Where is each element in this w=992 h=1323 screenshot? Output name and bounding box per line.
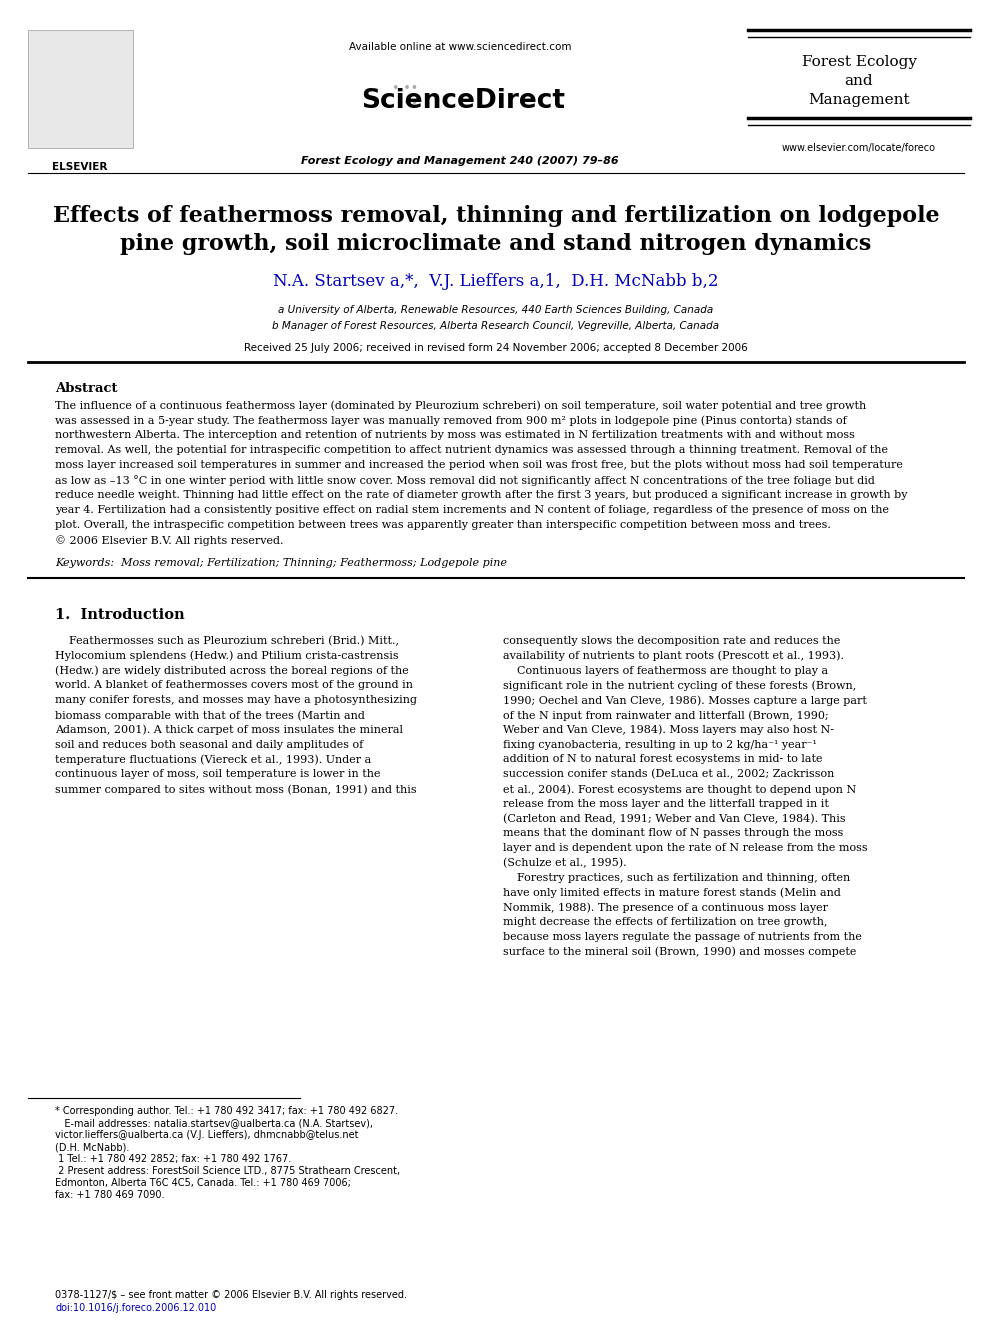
Text: summer compared to sites without moss (Bonan, 1991) and this: summer compared to sites without moss (B… — [55, 785, 417, 795]
Text: E-mail addresses: natalia.startsev@ualberta.ca (N.A. Startsev),: E-mail addresses: natalia.startsev@ualbe… — [55, 1118, 373, 1129]
Text: surface to the mineral soil (Brown, 1990) and mosses compete: surface to the mineral soil (Brown, 1990… — [503, 947, 856, 958]
Text: succession conifer stands (DeLuca et al., 2002; Zackrisson: succession conifer stands (DeLuca et al.… — [503, 769, 834, 779]
Text: Received 25 July 2006; received in revised form 24 November 2006; accepted 8 Dec: Received 25 July 2006; received in revis… — [244, 343, 748, 353]
Text: fixing cyanobacteria, resulting in up to 2 kg/ha⁻¹ year⁻¹: fixing cyanobacteria, resulting in up to… — [503, 740, 816, 750]
Text: availability of nutrients to plant roots (Prescott et al., 1993).: availability of nutrients to plant roots… — [503, 651, 844, 662]
Bar — [28, 30, 133, 148]
Text: world. A blanket of feathermosses covers most of the ground in: world. A blanket of feathermosses covers… — [55, 680, 413, 691]
Text: addition of N to natural forest ecosystems in mid- to late: addition of N to natural forest ecosyste… — [503, 754, 822, 765]
Text: Keywords:  Moss removal; Fertilization; Thinning; Feathermoss; Lodgepole pine: Keywords: Moss removal; Fertilization; T… — [55, 558, 507, 568]
Text: Management: Management — [808, 93, 910, 107]
Text: Adamson, 2001). A thick carpet of moss insulates the mineral: Adamson, 2001). A thick carpet of moss i… — [55, 725, 403, 736]
Text: a University of Alberta, Renewable Resources, 440 Earth Sciences Building, Canad: a University of Alberta, Renewable Resou… — [279, 306, 713, 315]
Text: and: and — [844, 74, 873, 89]
Text: was assessed in a 5-year study. The feathermoss layer was manually removed from : was assessed in a 5-year study. The feat… — [55, 415, 847, 426]
Text: The influence of a continuous feathermoss layer (dominated by Pleurozium schrebe: The influence of a continuous feathermos… — [55, 400, 866, 410]
Text: soil and reduces both seasonal and daily amplitudes of: soil and reduces both seasonal and daily… — [55, 740, 363, 750]
Text: (Hedw.) are widely distributed across the boreal regions of the: (Hedw.) are widely distributed across th… — [55, 665, 409, 676]
Text: Hylocomium splendens (Hedw.) and Ptilium crista-castrensis: Hylocomium splendens (Hedw.) and Ptilium… — [55, 651, 399, 662]
Text: might decrease the effects of fertilization on tree growth,: might decrease the effects of fertilizat… — [503, 917, 827, 927]
Text: layer and is dependent upon the rate of N release from the moss: layer and is dependent upon the rate of … — [503, 843, 868, 853]
Text: consequently slows the decomposition rate and reduces the: consequently slows the decomposition rat… — [503, 636, 840, 646]
Text: (D.H. McNabb).: (D.H. McNabb). — [55, 1142, 129, 1152]
Text: biomass comparable with that of the trees (Martin and: biomass comparable with that of the tree… — [55, 710, 365, 721]
Text: Feathermosses such as Pleurozium schreberi (Brid.) Mitt.,: Feathermosses such as Pleurozium schrebe… — [55, 636, 399, 647]
Text: Available online at www.sciencedirect.com: Available online at www.sciencedirect.co… — [349, 42, 571, 52]
Text: of the N input from rainwater and litterfall (Brown, 1990;: of the N input from rainwater and litter… — [503, 710, 828, 721]
Text: Edmonton, Alberta T6C 4C5, Canada. Tel.: +1 780 469 7006;: Edmonton, Alberta T6C 4C5, Canada. Tel.:… — [55, 1177, 351, 1188]
Text: pine growth, soil microclimate and stand nitrogen dynamics: pine growth, soil microclimate and stand… — [120, 233, 872, 255]
Text: victor.lieffers@ualberta.ca (V.J. Lieffers), dhmcnabb@telus.net: victor.lieffers@ualberta.ca (V.J. Lieffe… — [55, 1130, 358, 1140]
Text: removal. As well, the potential for intraspecific competition to affect nutrient: removal. As well, the potential for intr… — [55, 445, 888, 455]
Text: www.elsevier.com/locate/foreco: www.elsevier.com/locate/foreco — [782, 143, 936, 153]
Text: © 2006 Elsevier B.V. All rights reserved.: © 2006 Elsevier B.V. All rights reserved… — [55, 534, 284, 546]
Text: • ••
 •••: • •• ••• — [392, 82, 418, 110]
Text: year 4. Fertilization had a consistently positive effect on radial stem incremen: year 4. Fertilization had a consistently… — [55, 505, 889, 515]
Text: 0378-1127/$ – see front matter © 2006 Elsevier B.V. All rights reserved.: 0378-1127/$ – see front matter © 2006 El… — [55, 1290, 407, 1301]
Text: because moss layers regulate the passage of nutrients from the: because moss layers regulate the passage… — [503, 931, 862, 942]
Text: Effects of feathermoss removal, thinning and fertilization on lodgepole: Effects of feathermoss removal, thinning… — [53, 205, 939, 228]
Text: reduce needle weight. Thinning had little effect on the rate of diameter growth : reduce needle weight. Thinning had littl… — [55, 490, 908, 500]
Text: Abstract: Abstract — [55, 382, 117, 396]
Text: many conifer forests, and mosses may have a photosynthesizing: many conifer forests, and mosses may hav… — [55, 695, 417, 705]
Text: Weber and Van Cleve, 1984). Moss layers may also host N-: Weber and Van Cleve, 1984). Moss layers … — [503, 725, 834, 736]
Text: northwestern Alberta. The interception and retention of nutrients by moss was es: northwestern Alberta. The interception a… — [55, 430, 855, 441]
Text: doi:10.1016/j.foreco.2006.12.010: doi:10.1016/j.foreco.2006.12.010 — [55, 1303, 216, 1312]
Text: Continuous layers of feathermoss are thought to play a: Continuous layers of feathermoss are tho… — [503, 665, 828, 676]
Text: Forestry practices, such as fertilization and thinning, often: Forestry practices, such as fertilizatio… — [503, 873, 850, 882]
Text: 1.  Introduction: 1. Introduction — [55, 609, 185, 622]
Text: b Manager of Forest Resources, Alberta Research Council, Vegreville, Alberta, Ca: b Manager of Forest Resources, Alberta R… — [273, 321, 719, 331]
Text: Nommik, 1988). The presence of a continuous moss layer: Nommik, 1988). The presence of a continu… — [503, 902, 828, 913]
Text: continuous layer of moss, soil temperature is lower in the: continuous layer of moss, soil temperatu… — [55, 769, 381, 779]
Text: as low as –13 °C in one winter period with little snow cover. Moss removal did n: as low as –13 °C in one winter period wi… — [55, 475, 875, 486]
Text: (Carleton and Read, 1991; Weber and Van Cleve, 1984). This: (Carleton and Read, 1991; Weber and Van … — [503, 814, 845, 824]
Text: 2 Present address: ForestSoil Science LTD., 8775 Strathearn Crescent,: 2 Present address: ForestSoil Science LT… — [55, 1166, 400, 1176]
Text: fax: +1 780 469 7090.: fax: +1 780 469 7090. — [55, 1189, 165, 1200]
Text: ELSEVIER: ELSEVIER — [53, 161, 108, 172]
Text: * Corresponding author. Tel.: +1 780 492 3417; fax: +1 780 492 6827.: * Corresponding author. Tel.: +1 780 492… — [55, 1106, 398, 1117]
Text: N.A. Startsev a,*,  V.J. Lieffers a,1,  D.H. McNabb b,2: N.A. Startsev a,*, V.J. Lieffers a,1, D.… — [273, 273, 719, 290]
Text: Forest Ecology: Forest Ecology — [802, 56, 917, 69]
Text: et al., 2004). Forest ecosystems are thought to depend upon N: et al., 2004). Forest ecosystems are tho… — [503, 785, 856, 795]
Text: significant role in the nutrient cycling of these forests (Brown,: significant role in the nutrient cycling… — [503, 680, 856, 691]
Text: means that the dominant flow of N passes through the moss: means that the dominant flow of N passes… — [503, 828, 843, 839]
Text: have only limited effects in mature forest stands (Melin and: have only limited effects in mature fore… — [503, 888, 841, 898]
Text: release from the moss layer and the litterfall trapped in it: release from the moss layer and the litt… — [503, 799, 829, 808]
Text: (Schulze et al., 1995).: (Schulze et al., 1995). — [503, 859, 627, 868]
Text: moss layer increased soil temperatures in summer and increased the period when s: moss layer increased soil temperatures i… — [55, 460, 903, 470]
Text: Forest Ecology and Management 240 (2007) 79–86: Forest Ecology and Management 240 (2007)… — [302, 156, 619, 165]
Text: temperature fluctuations (Viereck et al., 1993). Under a: temperature fluctuations (Viereck et al.… — [55, 754, 371, 765]
Text: plot. Overall, the intraspecific competition between trees was apparently greate: plot. Overall, the intraspecific competi… — [55, 520, 831, 531]
Text: 1990; Oechel and Van Cleve, 1986). Mosses capture a large part: 1990; Oechel and Van Cleve, 1986). Mosse… — [503, 695, 867, 705]
Text: ScienceDirect: ScienceDirect — [361, 89, 565, 114]
Text: 1 Tel.: +1 780 492 2852; fax: +1 780 492 1767.: 1 Tel.: +1 780 492 2852; fax: +1 780 492… — [55, 1154, 292, 1164]
